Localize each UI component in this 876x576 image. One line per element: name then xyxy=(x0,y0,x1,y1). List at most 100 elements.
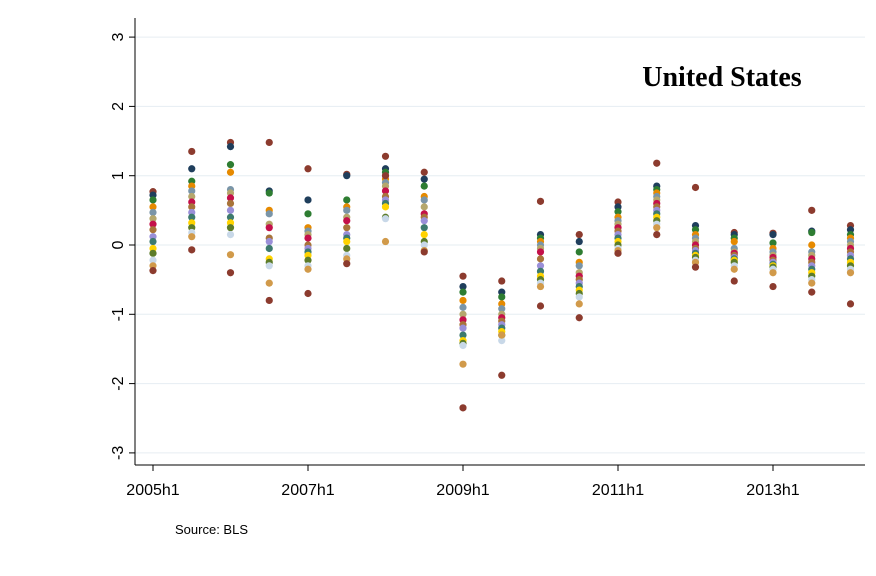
data-point xyxy=(226,168,235,176)
data-point xyxy=(846,300,855,308)
data-point xyxy=(575,237,583,246)
data-point xyxy=(769,231,777,239)
data-point xyxy=(149,196,157,204)
y-tick-label: -3 xyxy=(110,446,127,460)
data-point xyxy=(149,215,157,223)
data-point xyxy=(149,267,157,275)
y-tick-label: 0 xyxy=(110,240,127,249)
data-point xyxy=(575,293,583,301)
data-point xyxy=(575,248,583,256)
data-point xyxy=(730,277,738,285)
data-point xyxy=(536,248,545,256)
data-point xyxy=(381,187,390,195)
data-point xyxy=(226,213,235,221)
data-point xyxy=(304,256,312,264)
data-point xyxy=(265,296,273,305)
data-point xyxy=(459,360,467,368)
data-point xyxy=(420,175,428,183)
data-point xyxy=(226,194,235,202)
x-tick-labels: 2005h1 2007h1 2009h1 2011h1 2013h1 xyxy=(126,482,799,499)
data-point xyxy=(149,256,157,264)
data-point xyxy=(459,331,467,339)
data-point xyxy=(653,224,661,232)
data-point xyxy=(769,282,777,291)
data-point xyxy=(420,196,428,204)
data-point xyxy=(808,279,816,287)
data-point xyxy=(730,265,738,273)
data-point xyxy=(420,203,428,211)
data-point xyxy=(149,220,157,228)
data-point xyxy=(149,208,157,217)
data-point xyxy=(498,293,506,301)
x-tick-label: 2007h1 xyxy=(281,482,334,499)
data-point xyxy=(498,305,506,313)
data-point xyxy=(188,147,196,156)
data-point xyxy=(343,217,351,225)
data-point xyxy=(381,237,390,246)
data-point xyxy=(498,371,506,379)
data-point xyxy=(459,303,467,311)
data-point xyxy=(420,231,428,239)
data-point xyxy=(265,244,273,253)
data-point xyxy=(226,231,235,239)
data-point xyxy=(459,341,467,350)
data-point xyxy=(769,269,777,277)
data-point xyxy=(188,165,196,173)
data-point xyxy=(420,224,428,232)
data-point xyxy=(575,314,583,322)
data-point xyxy=(343,237,351,246)
data-point xyxy=(304,165,312,173)
data-point xyxy=(459,272,467,280)
x-tick-label: 2005h1 xyxy=(126,482,179,499)
data-point xyxy=(226,142,235,151)
data-point xyxy=(188,187,196,195)
data-point xyxy=(691,263,700,271)
data-point xyxy=(769,239,777,247)
data-point xyxy=(265,138,273,147)
data-point xyxy=(808,241,816,249)
data-point xyxy=(459,288,467,296)
data-point xyxy=(381,203,390,211)
data-point xyxy=(188,203,196,211)
data-point xyxy=(420,217,428,225)
data-point xyxy=(265,189,273,197)
data-point xyxy=(575,262,583,270)
data-point xyxy=(459,324,467,332)
data-point xyxy=(614,208,622,216)
data-point xyxy=(304,289,312,298)
chart-title: United States xyxy=(642,62,802,93)
gridlines xyxy=(135,36,865,454)
data-point xyxy=(343,206,351,214)
data-point xyxy=(343,244,351,253)
data-point xyxy=(265,262,273,270)
data-point xyxy=(459,310,467,318)
data-point xyxy=(808,206,816,214)
data-point xyxy=(459,404,467,412)
data-point xyxy=(536,255,545,263)
data-point xyxy=(304,196,312,204)
source-note: Source: BLS xyxy=(175,522,248,537)
data-point xyxy=(498,337,506,345)
data-point xyxy=(614,249,622,257)
data-point xyxy=(149,226,157,234)
data-point xyxy=(498,331,506,339)
axes xyxy=(129,18,865,471)
data-point xyxy=(226,206,235,214)
data-point xyxy=(188,246,196,254)
data-point xyxy=(536,282,545,291)
data-point xyxy=(381,152,390,160)
data-point xyxy=(226,251,235,259)
data-point xyxy=(459,296,467,305)
data-point xyxy=(265,224,273,232)
data-point xyxy=(536,197,545,205)
data-point xyxy=(265,210,273,218)
data-point xyxy=(304,234,312,242)
data-point xyxy=(381,172,390,180)
data-point xyxy=(226,161,235,169)
data-point xyxy=(188,233,196,241)
data-point xyxy=(381,215,390,223)
data-point xyxy=(498,277,506,285)
data-point xyxy=(846,269,855,277)
y-tick-label: 3 xyxy=(110,33,127,42)
x-tick-label: 2013h1 xyxy=(746,482,799,499)
